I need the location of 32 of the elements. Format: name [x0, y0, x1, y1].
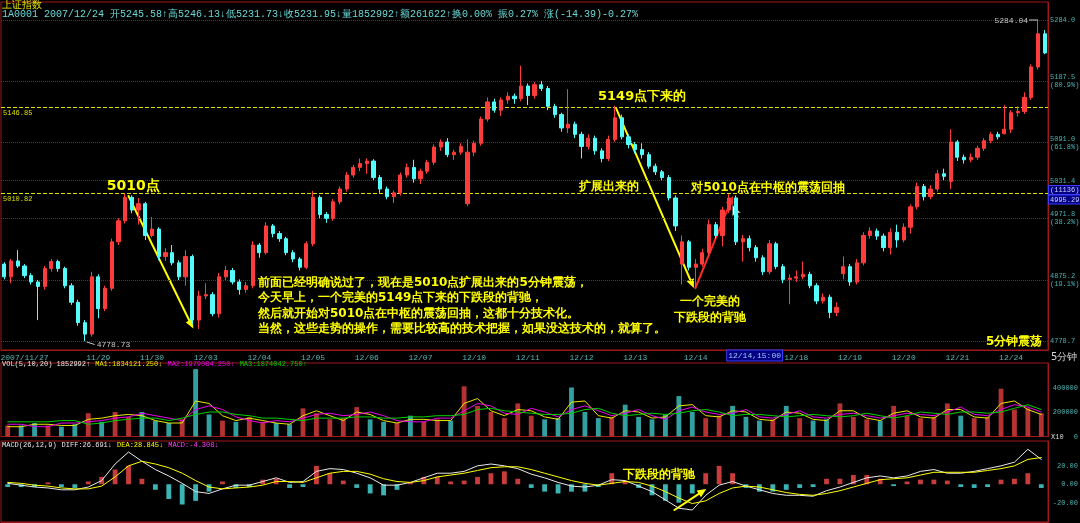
x-tick-label: 12/07 [408, 352, 433, 362]
x-tick-label: 12/05 [301, 352, 326, 362]
x-tick-label: 12/10 [462, 352, 487, 362]
x-tick-label: 12/20 [891, 352, 916, 362]
annotation: 对5010点在中枢的震荡回抽 [690, 180, 845, 195]
x-tick-label: 12/11 [515, 352, 541, 362]
x-tick-label: 12/14 [683, 352, 708, 362]
x-tick-label: 12/12 [569, 352, 594, 362]
chart-title: 上证指数 [2, 0, 42, 10]
annotation: 5149点下来的 [598, 88, 687, 104]
text: 12/14,15:00 [728, 351, 782, 360]
x-tick-label: 11/30 [140, 352, 165, 362]
annotation: 一个完美的下跌段的背驰 [672, 294, 747, 325]
annotation: 前面已经明确说过了，现在是5010点扩展出来的5分钟震荡，今天早上，一个完美的5149点下来的下跌段的背驰，然后就开始对5010点在中枢的震荡回抽，这都十分技术化。当然，这些走势的操作，需要比较高的技术把握，如果没这技术的，就算了。 [257, 274, 667, 336]
x-tick-label: 12/06 [354, 352, 379, 362]
x-axis-title: 5分钟 [1051, 350, 1078, 362]
annotation: 扩展出来的 [577, 179, 639, 193]
x-tick-label: 12/03 [193, 352, 218, 362]
x-tick-label: 12/24 [999, 352, 1024, 362]
x-tick-label: 12/13 [623, 352, 648, 362]
x-tick-label: 12/19 [838, 352, 863, 362]
annotation: 下跌段的背驰 [622, 467, 697, 481]
x-tick-label: 12/18 [784, 352, 809, 362]
x-tick-label: 11/29 [86, 352, 111, 362]
text: 1A0001 2007/12/24 开5245.58↑高5246.13↓低5231.73↓收5231.95↓量1852992↑额261622↑换0.00% 振0.27% 涨(-14.39)-0.27% [2, 9, 639, 20]
annotation: 4778.73 [96, 340, 131, 349]
annotation: 5010点 [106, 177, 160, 194]
x-tick-label: 12/21 [945, 352, 970, 362]
annotation: 5284.04 [994, 15, 1029, 25]
annotation: 5分钟震荡 [985, 334, 1043, 348]
x-tick-label: 12/04 [247, 352, 272, 362]
x-tick-label: 2007/11/27 [0, 352, 49, 362]
